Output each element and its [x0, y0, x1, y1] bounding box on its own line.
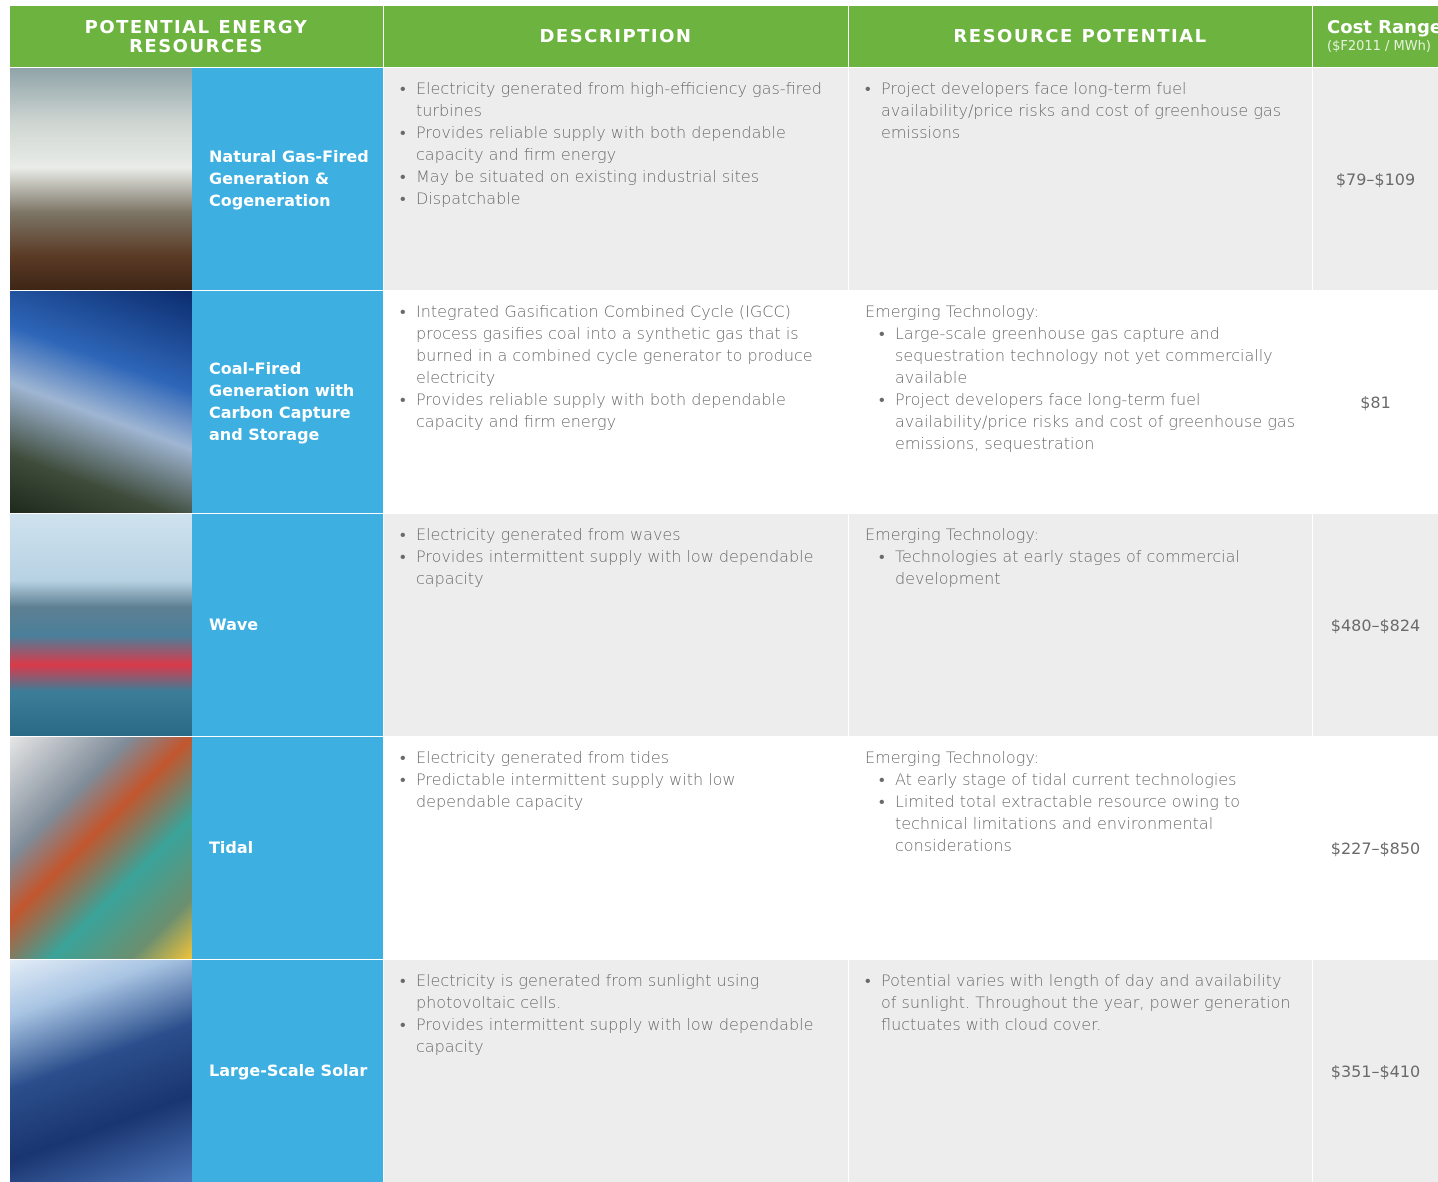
description-cell: Integrated Gasification Combined Cycle (… [384, 291, 848, 513]
potential-bullet: Project developers face long-term fuel a… [879, 389, 1298, 455]
resource-photo [10, 737, 192, 959]
resource-photo [10, 960, 192, 1182]
resource-photo [10, 514, 192, 736]
cost-cell: $79–$109 [1313, 68, 1438, 290]
description-bullet: Electricity generated from high-efficien… [400, 78, 834, 122]
description-bullet: Dispatchable [400, 188, 834, 210]
cost-cell: $81 [1313, 291, 1438, 513]
description-bullet: Predictable intermittent supply with low… [400, 769, 834, 813]
potential-bullet: Project developers face long-term fuel a… [865, 78, 1298, 144]
cost-cell: $480–$824 [1313, 514, 1438, 736]
potential-cell: Emerging Technology: Technologies at earl… [849, 514, 1312, 736]
header-cost-title: Cost Range [1327, 16, 1438, 38]
potential-bullet: Potential varies with length of day and … [865, 970, 1298, 1036]
potential-bullet: Limited total extractable resource owing… [879, 791, 1298, 857]
description-bullet: Electricity generated from waves [400, 524, 834, 546]
description-cell: Electricity generated from wavesProvides… [384, 514, 848, 736]
potential-cell: Emerging Technology: At early stage of ti… [849, 737, 1312, 959]
description-bullet: Integrated Gasification Combined Cycle (… [400, 301, 834, 389]
potential-cell: Project developers face long-term fuel a… [849, 68, 1312, 290]
potential-list: At early stage of tidal current technolo… [865, 769, 1298, 857]
potential-cell: Potential varies with length of day and … [849, 960, 1312, 1182]
potential-list: Large-scale greenhouse gas capture and s… [865, 323, 1298, 455]
cost-value: $227–$850 [1330, 838, 1421, 858]
potential-intro: Emerging Technology: [865, 748, 1040, 767]
potential-cell: Emerging Technology: Large-scale greenhou… [849, 291, 1312, 513]
description-cell: Electricity is generated from sunlight u… [384, 960, 848, 1182]
potential-bullet: Large-scale greenhouse gas capture and s… [879, 323, 1298, 389]
cost-value: $79–$109 [1335, 169, 1416, 189]
potential-bullet: At early stage of tidal current technolo… [879, 769, 1298, 791]
resource-name: Natural Gas-Fired Generation & Cogenerat… [192, 68, 383, 290]
resource-name: Large-Scale Solar [192, 960, 383, 1182]
description-bullet: Provides intermittent supply with low de… [400, 1014, 834, 1058]
resource-name: Tidal [192, 737, 383, 959]
resource-photo [10, 68, 192, 290]
cost-cell: $227–$850 [1313, 737, 1438, 959]
description-bullet: Provides intermittent supply with low de… [400, 546, 834, 590]
cost-cell: $351–$410 [1313, 960, 1438, 1182]
description-bullet: Electricity is generated from sunlight u… [400, 970, 834, 1014]
header-description: DESCRIPTION [384, 6, 848, 67]
cost-value: $480–$824 [1330, 615, 1421, 635]
resource-photo [10, 291, 192, 513]
description-bullet: Electricity generated from tides [400, 747, 834, 769]
header-resources: POTENTIAL ENERGY RESOURCES [10, 6, 383, 67]
potential-bullet: Technologies at early stages of commerci… [879, 546, 1298, 590]
header-potential: RESOURCE POTENTIAL [849, 6, 1312, 67]
description-bullet: Provides reliable supply with both depen… [400, 122, 834, 166]
header-cost-unit: ($F2011 / MWh) [1327, 38, 1431, 54]
description-cell: Electricity generated from tidesPredicta… [384, 737, 848, 959]
potential-list: Technologies at early stages of commerci… [865, 546, 1298, 590]
resource-name: Coal-Fired Generation with Carbon Captur… [192, 291, 383, 513]
potential-intro: Emerging Technology: [865, 525, 1040, 544]
description-cell: Electricity generated from high-efficien… [384, 68, 848, 290]
header-cost: Cost Range ($F2011 / MWh) [1313, 6, 1438, 67]
cost-value: $81 [1360, 392, 1391, 412]
resource-name: Wave [192, 514, 383, 736]
description-bullet: Provides reliable supply with both depen… [400, 389, 834, 433]
description-bullet: May be situated on existing industrial s… [400, 166, 834, 188]
potential-intro: Emerging Technology: [865, 302, 1040, 321]
cost-value: $351–$410 [1330, 1061, 1421, 1081]
